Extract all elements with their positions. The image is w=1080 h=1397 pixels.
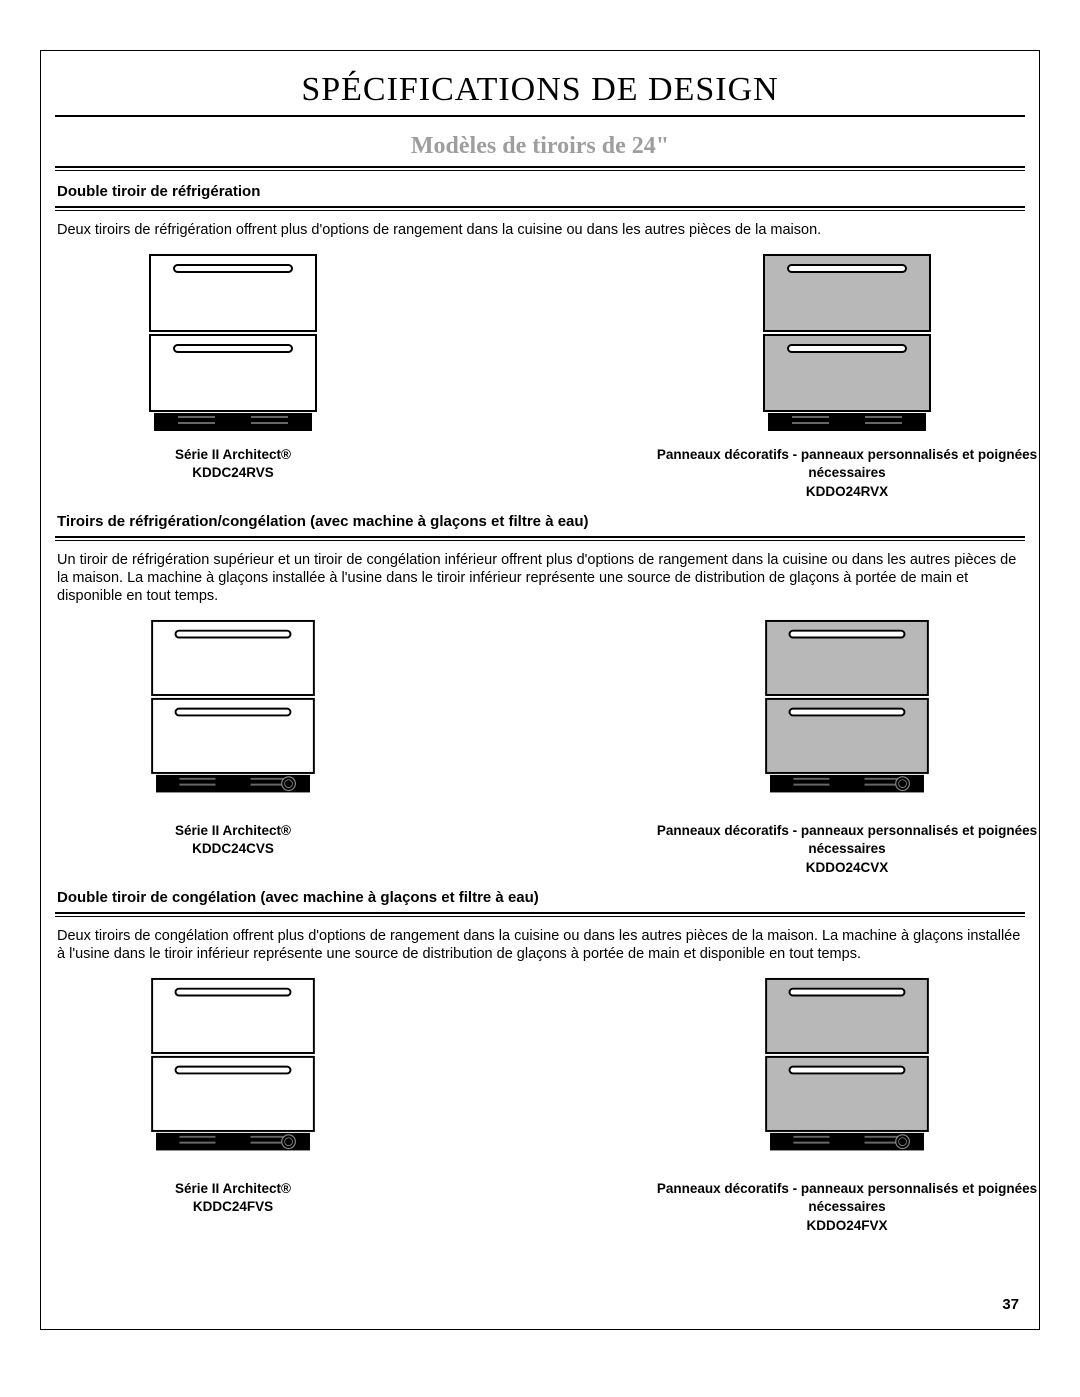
page-number: 37: [1002, 1296, 1019, 1313]
page-title: SPÉCIFICATIONS DE DESIGN: [41, 71, 1039, 109]
drawer-illustration: [762, 253, 932, 438]
product-right: Panneaux décoratifs - panneaux personnal…: [655, 253, 1039, 501]
drawer-illustration: [148, 977, 318, 1172]
section: Double tiroir de congélation (avec machi…: [41, 889, 1039, 1235]
page-subtitle: Modèles de tiroirs de 24": [41, 133, 1039, 160]
section-paragraph: Deux tiroirs de réfrigération offrent pl…: [57, 221, 1023, 239]
section-heading: Tiroirs de réfrigération/congélation (av…: [57, 513, 1023, 530]
caption-model: KDDO24FVX: [806, 1218, 887, 1233]
section-heading: Double tiroir de réfrigération: [57, 183, 1023, 200]
product-left: Série II Architect® KDDC24FVS: [41, 977, 425, 1235]
drawer-illustration: [762, 619, 932, 814]
product-caption: Série II Architect® KDDC24RVS: [175, 446, 291, 482]
page-frame: SPÉCIFICATIONS DE DESIGN Modèles de tiro…: [40, 50, 1040, 1330]
caption-model: KDDC24RVS: [192, 465, 274, 480]
caption-line: Série II Architect®: [175, 1181, 291, 1196]
product-caption: Série II Architect® KDDC24FVS: [175, 1180, 291, 1216]
caption-model: KDDC24CVS: [192, 841, 274, 856]
section-heading: Double tiroir de congélation (avec machi…: [57, 889, 1023, 906]
drawer-illustration: [148, 253, 318, 438]
product-left: Série II Architect® KDDC24CVS: [41, 619, 425, 877]
product-row: Série II Architect® KDDC24CVS Panneaux d…: [41, 619, 1039, 877]
section-rule: [55, 912, 1025, 917]
caption-model: KDDO24CVX: [806, 860, 889, 875]
product-right: Panneaux décoratifs - panneaux personnal…: [655, 619, 1039, 877]
sections-container: Double tiroir de réfrigération Deux tiro…: [41, 183, 1039, 1235]
product-caption: Panneaux décoratifs - panneaux personnal…: [655, 1180, 1039, 1235]
caption-model: KDDC24FVS: [193, 1199, 273, 1214]
product-left: Série II Architect® KDDC24RVS: [41, 253, 425, 501]
section-rule: [55, 206, 1025, 211]
product-row: Série II Architect® KDDC24FVS Panneaux d…: [41, 977, 1039, 1235]
section: Double tiroir de réfrigération Deux tiro…: [41, 183, 1039, 501]
drawer-illustration: [148, 619, 318, 814]
section-paragraph: Un tiroir de réfrigération supérieur et …: [57, 551, 1023, 605]
product-row: Série II Architect® KDDC24RVS Panneaux d…: [41, 253, 1039, 501]
product-caption: Série II Architect® KDDC24CVS: [175, 822, 291, 858]
section: Tiroirs de réfrigération/congélation (av…: [41, 513, 1039, 877]
subtitle-rule-bottom: [55, 166, 1025, 171]
subtitle-rule-top: [55, 115, 1025, 117]
section-paragraph: Deux tiroirs de congélation offrent plus…: [57, 927, 1023, 963]
caption-line: Série II Architect®: [175, 447, 291, 462]
caption-model: KDDO24RVX: [806, 484, 888, 499]
drawer-illustration: [762, 977, 932, 1172]
section-rule: [55, 536, 1025, 541]
caption-line: Série II Architect®: [175, 823, 291, 838]
caption-line: Panneaux décoratifs - panneaux personnal…: [657, 823, 1037, 856]
caption-line: Panneaux décoratifs - panneaux personnal…: [657, 447, 1037, 480]
product-right: Panneaux décoratifs - panneaux personnal…: [655, 977, 1039, 1235]
product-caption: Panneaux décoratifs - panneaux personnal…: [655, 822, 1039, 877]
caption-line: Panneaux décoratifs - panneaux personnal…: [657, 1181, 1037, 1214]
product-caption: Panneaux décoratifs - panneaux personnal…: [655, 446, 1039, 501]
